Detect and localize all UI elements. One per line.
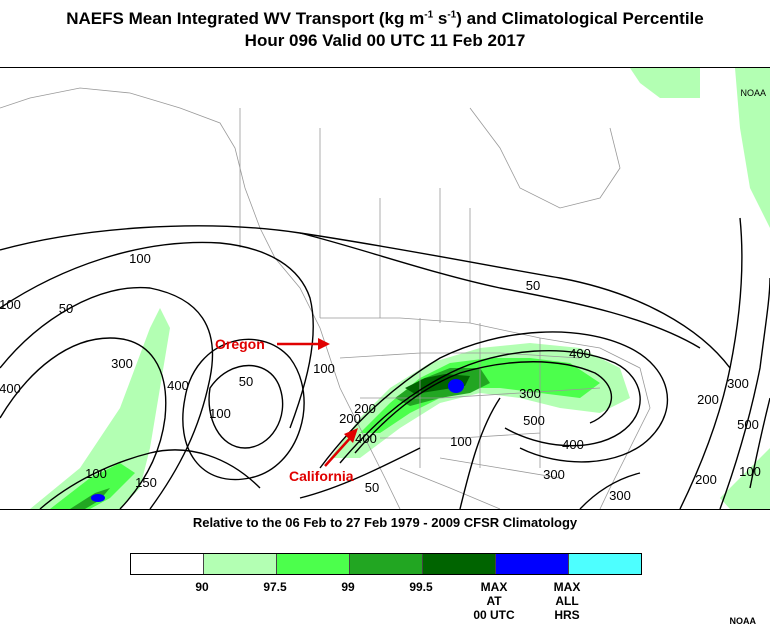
shading-pacific <box>30 308 170 509</box>
boundaries <box>0 87 651 509</box>
contour-label: 150 <box>135 475 157 490</box>
percentile-shading <box>30 68 770 509</box>
contour-100-pacific-south <box>39 449 261 509</box>
contour-label: 200 <box>697 392 719 407</box>
title-exp-1: -1 <box>424 9 434 21</box>
shading-east-atlantic <box>720 448 770 509</box>
title-exp-2: -1 <box>447 9 457 21</box>
colorbar-swatch <box>131 554 204 574</box>
colorbar-swatch <box>204 554 277 574</box>
contour-label: 100 <box>450 434 472 449</box>
contour-label: 300 <box>111 356 133 371</box>
california-label: California <box>289 468 354 484</box>
east-coast <box>599 367 651 509</box>
colorbar-swatch <box>496 554 569 574</box>
contour-400-west <box>0 337 167 509</box>
contour-label: 100 <box>0 297 21 312</box>
colorbar-label: 99 <box>341 580 355 594</box>
contour-300-ar <box>339 349 641 464</box>
hudson-bay <box>469 107 621 209</box>
contour-100-west <box>0 241 314 429</box>
contour-label: 400 <box>167 378 189 393</box>
climatology-note: Relative to the 06 Feb to 27 Feb 1979 - … <box>192 515 578 530</box>
colorbar-label: MAX ALL HRS <box>553 580 581 622</box>
contour-400-ar <box>354 361 612 454</box>
contour-label: 100 <box>739 464 761 479</box>
contour-label: 400 <box>355 431 377 446</box>
contour-100-north <box>0 225 731 369</box>
contour-label: 50 <box>365 480 379 495</box>
colorbar-label: 90 <box>195 580 209 594</box>
canada-provinces <box>239 108 471 323</box>
contour-label: 300 <box>543 467 565 482</box>
contour-200-ar <box>319 331 669 469</box>
colorbar-label: 97.5 <box>263 580 287 594</box>
shading-pacific-max <box>91 494 105 502</box>
colorbar-label: MAX AT 00 UTC <box>473 580 515 622</box>
oregon-label: Oregon <box>215 336 265 352</box>
colorbar-swatch <box>423 554 496 574</box>
shading-pacific-mid <box>50 463 135 509</box>
title-text-1: NAEFS Mean Integrated WV Transport (kg m <box>66 9 425 28</box>
coastline-alaska <box>0 87 276 259</box>
contour-300-southeast <box>579 472 641 509</box>
contour-label: 100 <box>129 251 151 266</box>
colorbar-swatch <box>350 554 423 574</box>
contour-100-low <box>182 338 305 481</box>
title-text-3: ) and Climatological Percentile <box>456 9 704 28</box>
contour-label: 400 <box>562 437 584 452</box>
mexico <box>399 457 561 509</box>
contour-label: 200 <box>339 411 361 426</box>
contour-400-east <box>749 397 770 489</box>
colorbar-swatch <box>277 554 350 574</box>
ivt-map: 100 50 100 50 400 300 400 50 100 100 200… <box>0 67 770 510</box>
contour-label: 200 <box>354 401 376 416</box>
canada-us-border <box>320 317 641 369</box>
contour-50-north <box>299 232 701 349</box>
oregon-arrowhead <box>318 338 330 350</box>
title-text-2: s <box>433 9 448 28</box>
contour-100-south <box>459 397 501 509</box>
contour-label: 50 <box>526 278 540 293</box>
contour-label: 50 <box>239 374 253 389</box>
shading-northeast <box>630 68 700 98</box>
contour-label: 300 <box>609 488 631 503</box>
contour-200-east <box>679 217 743 509</box>
shading-pacific-core <box>70 488 110 509</box>
annotations: Oregon California <box>215 336 358 484</box>
map-subtitle: Hour 096 Valid 00 UTC 11 Feb 2017 <box>244 31 526 50</box>
contour-label: 100 <box>313 361 335 376</box>
contour-label: 200 <box>695 472 717 487</box>
contour-label: 50 <box>59 301 73 316</box>
contour-label: 100 <box>85 466 107 481</box>
contour-label: 300 <box>519 386 541 401</box>
shading-ar-maxall <box>448 379 464 393</box>
ivt-contours <box>0 217 770 509</box>
contour-50-south <box>299 447 421 499</box>
contour-50-low <box>208 364 284 449</box>
colorbar-label: 99.5 <box>409 580 433 594</box>
contour-label: 100 <box>209 406 231 421</box>
contour-labels: 100 50 100 50 400 300 400 50 100 100 200… <box>0 251 761 503</box>
contour-label: 400 <box>0 381 21 396</box>
contour-label: 300 <box>727 376 749 391</box>
california-arrowhead <box>344 428 358 443</box>
contour-label: 500 <box>523 413 545 428</box>
california-arrow <box>324 435 353 467</box>
shading-east-edge <box>735 68 770 228</box>
percentile-colorbar <box>130 553 642 575</box>
noaa-credit: NOAA <box>729 616 757 626</box>
contour-label: 400 <box>569 346 591 361</box>
map-title: NAEFS Mean Integrated WV Transport (kg m… <box>0 9 770 29</box>
map-credit: NOAA <box>740 88 766 98</box>
colorbar-swatch <box>569 554 641 574</box>
contour-label: 500 <box>737 417 759 432</box>
contour-300-east <box>719 277 770 509</box>
